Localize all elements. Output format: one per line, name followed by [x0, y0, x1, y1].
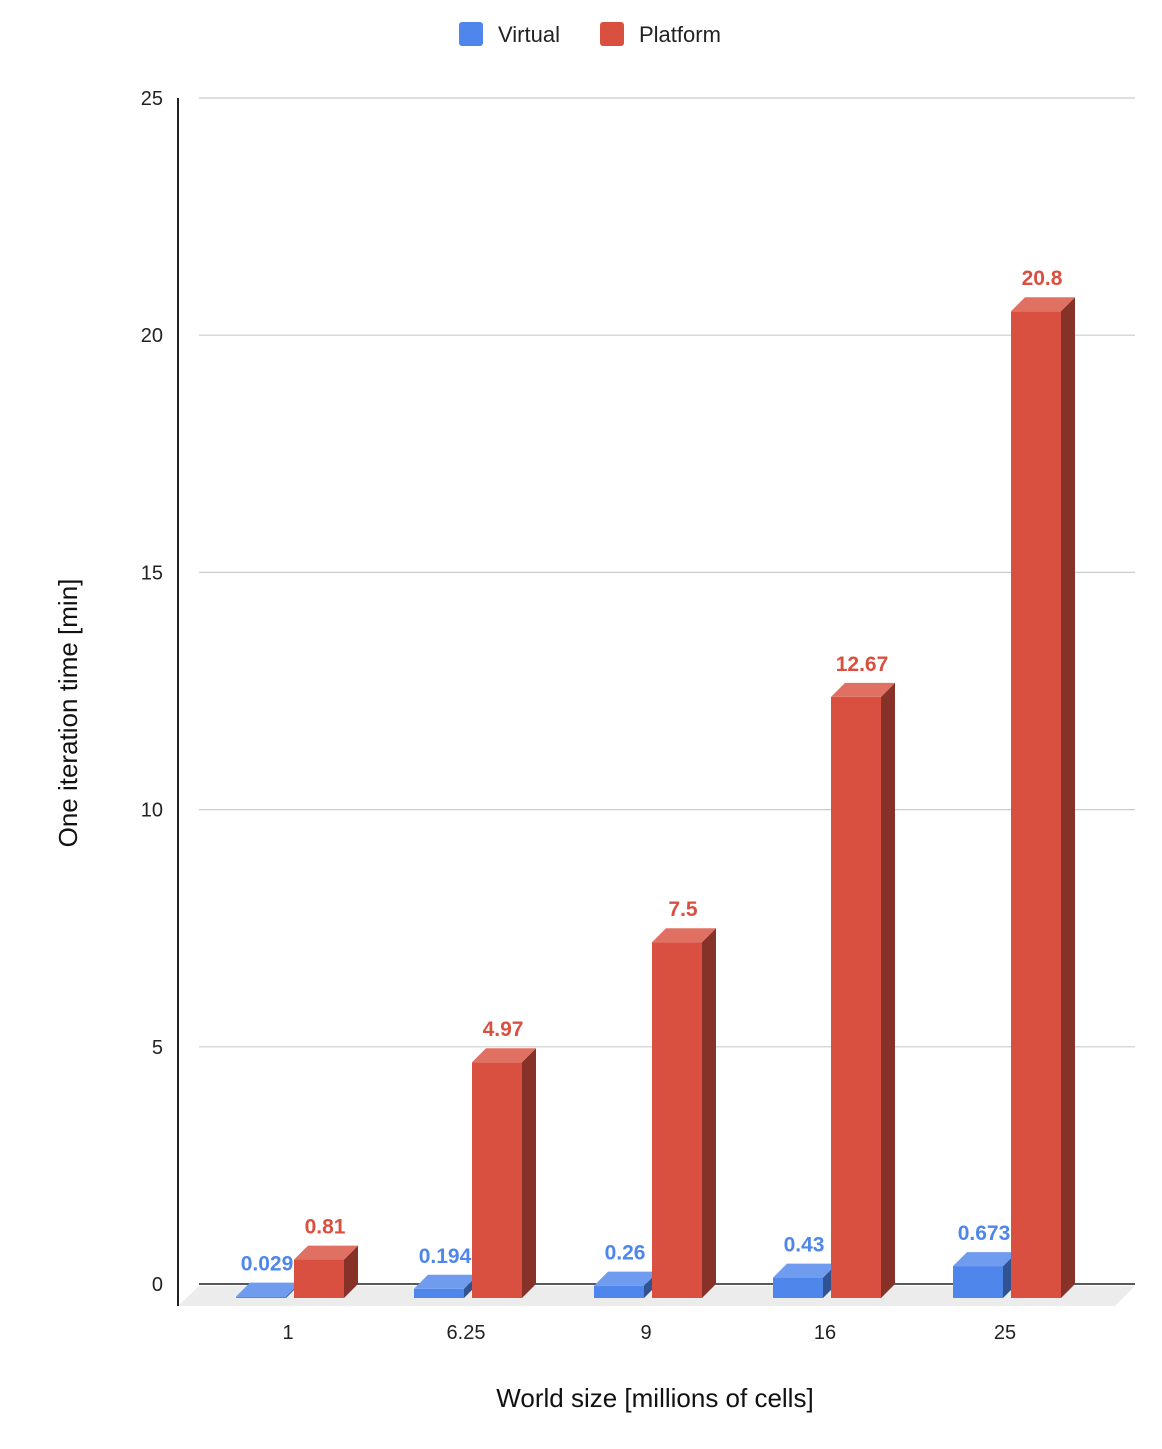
bar-front [414, 1288, 464, 1298]
bar-front [472, 1062, 522, 1298]
x-tick-label: 1 [282, 1322, 293, 1344]
bar-side [522, 1048, 536, 1298]
legend-swatch-platform [600, 22, 624, 46]
bar-virtual [953, 1252, 1017, 1298]
bar-front [594, 1285, 644, 1298]
data-label-virtual: 0.26 [605, 1242, 646, 1265]
data-label-platform: 4.97 [483, 1018, 524, 1041]
data-label-virtual: 0.194 [419, 1245, 472, 1268]
gridlines: 0 5 10 15 20 25 [141, 88, 1135, 1296]
x-tick-label: 25 [994, 1322, 1016, 1344]
legend-label-platform: Platform [639, 22, 721, 47]
legend-swatch-virtual [459, 22, 483, 46]
bars [236, 297, 1075, 1298]
bar-platform [472, 1048, 536, 1298]
y-tick-label: 15 [141, 562, 163, 584]
data-label-virtual: 0.673 [958, 1222, 1011, 1245]
bar-platform [652, 928, 716, 1298]
bar-side [881, 682, 895, 1298]
bar-front [773, 1277, 823, 1298]
data-label-virtual: 0.029 [241, 1253, 294, 1276]
legend: Virtual Platform [459, 22, 721, 47]
x-axis-title: World size [millions of cells] [496, 1383, 813, 1413]
y-tick-label: 25 [141, 88, 163, 110]
y-tick-label: 0 [152, 1274, 163, 1296]
bar-front [294, 1259, 344, 1298]
bar-front [652, 942, 702, 1298]
data-labels: 0.029 0.194 0.26 0.43 0.673 0.81 4.97 7.5 12.67 2… [241, 267, 1063, 1275]
bar-front [236, 1296, 286, 1298]
bar-side [702, 928, 716, 1298]
x-tick-label: 16 [814, 1322, 836, 1344]
x-tick-label: 6.25 [447, 1322, 486, 1344]
data-label-platform: 20.8 [1022, 267, 1063, 290]
bar-virtual [594, 1271, 658, 1298]
bar-top [414, 1274, 478, 1289]
bar-top [1011, 297, 1075, 312]
bar-top [831, 682, 895, 697]
data-label-virtual: 0.43 [784, 1234, 825, 1257]
data-label-platform: 0.81 [305, 1216, 346, 1239]
bar-top [953, 1252, 1017, 1267]
bar-top [294, 1245, 358, 1260]
bar-front [831, 696, 881, 1298]
x-tick-label: 9 [640, 1322, 651, 1344]
bar-platform [1011, 297, 1075, 1298]
bar-side [344, 1245, 358, 1298]
bar-top [472, 1048, 536, 1063]
y-tick-label: 20 [141, 325, 163, 347]
bar-top [773, 1263, 837, 1278]
bar-front [1011, 311, 1061, 1298]
legend-label-virtual: Virtual [498, 22, 560, 47]
bar-top [236, 1282, 300, 1297]
bar-virtual [773, 1263, 837, 1298]
bar-front [953, 1266, 1003, 1298]
bar-top [594, 1271, 658, 1286]
y-tick-label: 5 [152, 1037, 163, 1059]
data-label-platform: 7.5 [668, 898, 698, 921]
y-axis-title: One iteration time [min] [53, 579, 83, 848]
y-tick-label: 10 [141, 800, 163, 822]
bar-platform [831, 682, 895, 1298]
bar-platform [294, 1245, 358, 1298]
data-label-platform: 12.67 [836, 653, 889, 676]
bar-top [652, 928, 716, 943]
bar-side [1061, 297, 1075, 1298]
